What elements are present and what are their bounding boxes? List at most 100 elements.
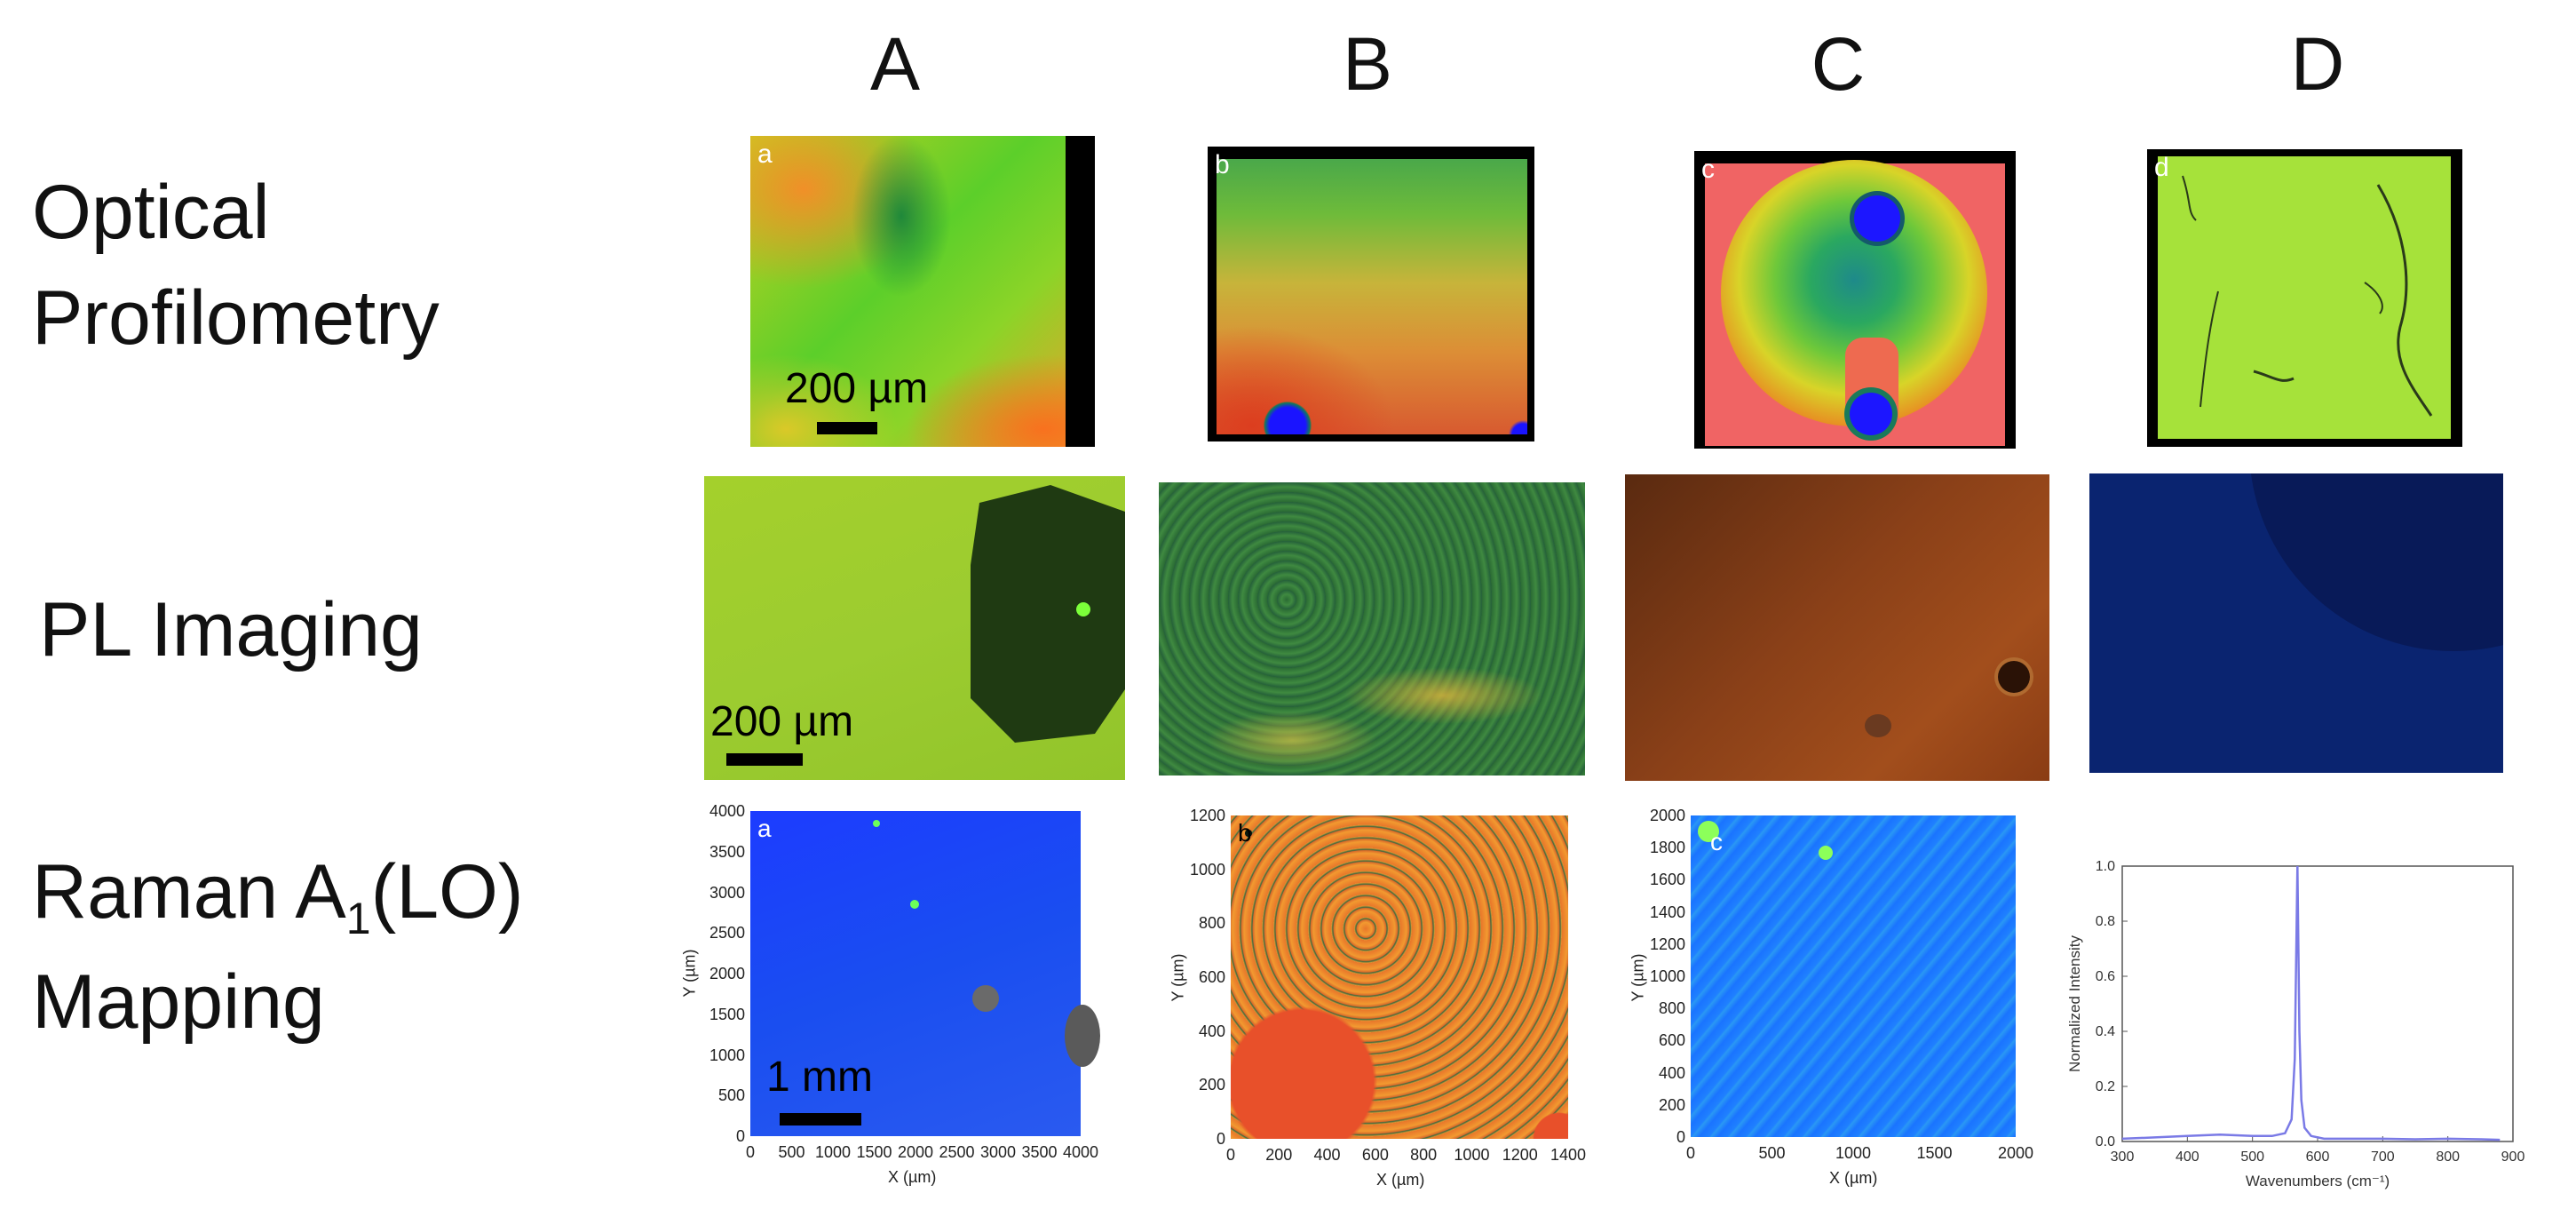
panel-tag-b: b (1215, 150, 1230, 179)
pl-image-a (704, 476, 1125, 780)
surface-cracks (2182, 175, 2433, 417)
y-axis-label-b: Y (µm) (1169, 953, 1187, 1002)
x-tick-label: 0 (1225, 1146, 1235, 1164)
scalebar-pl (726, 753, 803, 766)
y-tick-label: 1500 (709, 1005, 745, 1023)
row-label-line: Raman A1(LO) (32, 839, 524, 950)
y-tick-label: 1400 (1649, 903, 1685, 921)
panel-tag-c: c (1701, 155, 1715, 184)
row-label-line: Optical (32, 170, 270, 255)
x-tick-label: 2500 (939, 1143, 975, 1161)
panel-tag-d: d (2154, 153, 2169, 182)
row-label-line: Profilometry (32, 274, 440, 361)
optical-profile-image-b: b (1208, 147, 1534, 441)
y-tick-label: 400 (1658, 1063, 1685, 1082)
x-tick-label: 500 (2240, 1149, 2264, 1165)
x-tick-label: 500 (1758, 1144, 1786, 1162)
x-axis-label: Wavenumbers (cm⁻¹) (2246, 1173, 2390, 1189)
y-tick-label: 800 (1198, 914, 1225, 933)
panel-tag-b: b (1238, 819, 1252, 847)
raman-map-a: a 1 mm 4000 3500 3000 2500 2000 1500 1000 500 0 0… (675, 802, 1101, 1195)
y-tick-label: 400 (1198, 1022, 1225, 1040)
pl-image-b (1159, 482, 1585, 776)
raman-spectrum-d: 300 400 500 600 700 800 900 0.0 0.2 0.4 0.6 0.8 1.0 W… (2060, 831, 2540, 1204)
x-tick-label: 2000 (1998, 1144, 2034, 1162)
x-tick-label: 1200 (1502, 1146, 1538, 1164)
x-tick-label: 500 (778, 1143, 805, 1161)
raman-label-subscript: 1 (345, 894, 371, 944)
raman-label-suffix: (LO) (370, 849, 524, 935)
y-tick-label: 600 (1198, 968, 1225, 986)
y-tick-label: 4000 (709, 802, 745, 820)
x-axis-label-c: X (µm) (1829, 1169, 1878, 1187)
column-header-c: C (1811, 22, 1866, 106)
row-label-pl-imaging: PL Imaging (39, 587, 423, 672)
hot-spot (873, 820, 880, 827)
x-tick-label: 400 (2176, 1149, 2200, 1165)
y-tick-label: 1600 (1649, 871, 1685, 889)
x-tick-label: 4000 (1063, 1143, 1099, 1161)
raman-label-prefix: Raman A (32, 849, 346, 935)
scalebar-raman (780, 1113, 861, 1126)
y-tick-label: 800 (1658, 999, 1685, 1018)
y-tick-label: 600 (1658, 1031, 1685, 1050)
y-tick-label: 0.6 (2096, 969, 2115, 984)
x-tick-label: 300 (2111, 1149, 2135, 1165)
row-label-raman-mapping: Raman A1(LO) Mapping (32, 839, 524, 1055)
x-tick-label: 900 (2501, 1149, 2525, 1165)
defect-dot (972, 985, 999, 1012)
panel-tag-a: a (757, 139, 773, 169)
x-tick-label: 1000 (1835, 1144, 1872, 1162)
y-tick-label: 1000 (1649, 967, 1685, 985)
x-tick-label: 1400 (1550, 1146, 1587, 1164)
x-tick-label: 800 (2436, 1149, 2460, 1165)
plot-frame (2121, 865, 2514, 1142)
scalebar-label-pl: 200 µm (710, 698, 854, 745)
defect-dot (1065, 1005, 1100, 1067)
x-tick-label: 0 (745, 1143, 755, 1161)
y-tick-label: 3500 (709, 842, 745, 861)
column-header-a: A (869, 22, 921, 106)
x-tick-label: 1500 (1916, 1144, 1953, 1162)
y-tick-label: 500 (717, 1086, 745, 1105)
x-tick-label: 0 (1685, 1144, 1695, 1162)
y-tick-label: 2000 (709, 965, 745, 982)
y-tick-label: 2500 (709, 924, 745, 943)
hot-spot (1819, 846, 1833, 860)
y-tick-label: 1200 (1189, 807, 1225, 824)
y-axis-label-c: Y (µm) (1629, 953, 1647, 1002)
spectrum-chart: 300 400 500 600 700 800 900 0.0 0.2 0.4 0.6 0.8 1.0 W… (2066, 859, 2525, 1189)
panel-tag-c: c (1710, 828, 1723, 855)
scalebar-label-optical: 200 µm (785, 365, 929, 412)
optical-profile-image-d: d (2147, 149, 2462, 447)
column-header-b: B (1342, 22, 1393, 106)
panel-tag-a: a (757, 815, 772, 842)
x-tick-label: 1000 (1454, 1146, 1490, 1164)
x-tick-label: 3000 (980, 1143, 1017, 1161)
scalebar-label-raman: 1 mm (766, 1054, 873, 1101)
row-label-optical-profilometry: Optical Profilometry (32, 160, 440, 370)
x-tick-label: 800 (1410, 1146, 1438, 1164)
raman-map-b: b 1200 1000 800 600 400 200 0 0 200 400 600 800 1000… (1154, 807, 1598, 1199)
x-tick-label: 1500 (856, 1143, 892, 1161)
y-tick-label: 1000 (1189, 860, 1225, 879)
scalebar-optical (817, 422, 877, 434)
y-axis-label: Normalized Intensity (2066, 935, 2083, 1073)
x-tick-label: 700 (2371, 1149, 2395, 1165)
spectrum-line (2121, 865, 2501, 1141)
x-tick-label: 2000 (898, 1143, 934, 1161)
y-tick-label: 200 (1198, 1076, 1225, 1094)
y-axis-label-a: Y (µm) (680, 949, 699, 998)
x-tick-label: 1000 (815, 1143, 852, 1161)
x-axis-label-b: X (µm) (1376, 1171, 1425, 1189)
pl-image-c (1625, 474, 2049, 781)
y-tick-label: 1200 (1649, 935, 1685, 953)
y-tick-label: 0.0 (2096, 1134, 2115, 1149)
y-tick-label: 1800 (1649, 839, 1685, 857)
y-tick-label: 0 (1676, 1128, 1685, 1146)
column-header-d: D (2290, 22, 2345, 106)
x-tick-label: 600 (2306, 1149, 2330, 1165)
raman-map-c-image: c (1691, 815, 2016, 1137)
y-tick-label: 0.4 (2096, 1024, 2115, 1039)
y-tick-label: 0 (1216, 1130, 1225, 1148)
